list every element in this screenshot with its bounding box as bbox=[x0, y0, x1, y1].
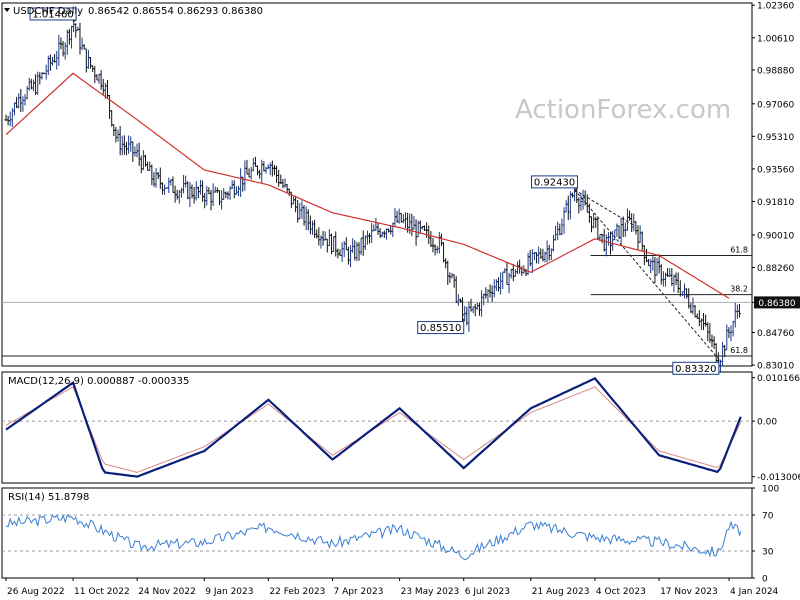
price-frame bbox=[1, 2, 753, 367]
x-tick-label: 24 Nov 2022 bbox=[138, 587, 196, 597]
x-tick-label: 17 Nov 2023 bbox=[660, 587, 718, 597]
price-y-tick-label: 0.98880 bbox=[757, 66, 794, 76]
x-tick-label: 9 Jan 2023 bbox=[205, 587, 253, 597]
header-labels: USDCHF,Daily 0.86542 0.86554 0.86293 0.8… bbox=[4, 6, 263, 17]
rsi-line bbox=[5, 513, 742, 561]
x-tick-label: 22 Feb 2023 bbox=[269, 587, 325, 597]
price-y-tick-label: 0.95310 bbox=[757, 133, 794, 143]
watermark: ActionForex.com bbox=[515, 95, 731, 125]
price-bar bbox=[737, 304, 741, 318]
x-tick-label: 23 May 2023 bbox=[401, 587, 460, 597]
ohlc-label: 0.86542 0.86554 0.86293 0.86380 bbox=[88, 6, 263, 17]
annotation-label: 0.83320 bbox=[675, 364, 716, 375]
pane-frames bbox=[1, 2, 753, 579]
price-y-tick-label: 0.83010 bbox=[757, 362, 794, 372]
fib-level-label: 61.8 bbox=[730, 246, 748, 255]
annotation-box bbox=[417, 321, 465, 335]
rsi-frame bbox=[1, 487, 753, 579]
rsi-y-tick-label: 0 bbox=[762, 575, 768, 585]
annotation-label: 0.92430 bbox=[534, 177, 575, 188]
macd-line bbox=[5, 377, 742, 478]
macd-pane: MACD(12,26,9) 0.000887 -0.000335 bbox=[2, 376, 752, 478]
rsi-pane: RSI(14) 51.8798 bbox=[2, 492, 752, 561]
rsi-y-tick-label: 100 bbox=[762, 485, 779, 495]
axis-layer: 1.02360 1.00610 0.98880 0.97060 0.95310 0.935… bbox=[5, 2, 800, 597]
x-tick-label: 26 Aug 2022 bbox=[7, 587, 65, 597]
macd-y-tick-label: 0.010166 bbox=[757, 374, 800, 384]
symbol-label: USDCHF,Daily bbox=[13, 6, 83, 17]
moving-average-line bbox=[5, 72, 730, 299]
rsi-y-tick-label: 30 bbox=[762, 548, 774, 558]
current-price-label: 0.86380 bbox=[758, 299, 795, 309]
price-y-tick-label: 0.97060 bbox=[757, 100, 794, 110]
rsi-title: RSI(14) 51.8798 bbox=[8, 492, 89, 503]
price-y-tick-label: 0.90010 bbox=[757, 231, 794, 241]
price-y-tick-label: 1.00610 bbox=[757, 34, 794, 44]
annotation-label: 1.01460 bbox=[32, 9, 73, 20]
x-tick-label: 11 Oct 2022 bbox=[74, 587, 130, 597]
fib-level-label: 61.8 bbox=[730, 346, 748, 355]
price-pane: 61.8 38.2 61.8 1.01460 0.85510 0.92430 0.83320 bbox=[2, 7, 752, 375]
annotation-box bbox=[531, 175, 579, 189]
fib-level-label: 38.2 bbox=[730, 285, 748, 294]
annotation-box bbox=[29, 7, 77, 21]
macd-y-tick-label: 0.00 bbox=[757, 418, 777, 428]
price-y-tick-label: 0.84760 bbox=[757, 329, 794, 339]
x-tick-label: 7 Apr 2023 bbox=[334, 587, 384, 597]
price-y-tick-label: 0.88260 bbox=[757, 264, 794, 274]
price-y-tick-label: 0.91810 bbox=[757, 198, 794, 208]
macd-frame bbox=[1, 371, 753, 484]
trend-line bbox=[574, 189, 635, 227]
current-price-badge bbox=[754, 296, 800, 309]
trend-line bbox=[574, 189, 720, 360]
x-tick-label: 4 Jan 2024 bbox=[730, 587, 778, 597]
x-tick-label: 21 Aug 2023 bbox=[532, 587, 590, 597]
rsi-y-tick-label: 70 bbox=[762, 512, 774, 522]
collapse-icon[interactable] bbox=[4, 8, 10, 12]
price-y-tick-label: 0.93560 bbox=[757, 165, 794, 175]
annotation-box bbox=[672, 361, 720, 375]
price-y-tick-label: 1.02360 bbox=[757, 2, 794, 12]
x-tick-label: 6 Jul 2023 bbox=[465, 587, 510, 597]
x-tick-label: 4 Oct 2023 bbox=[596, 587, 646, 597]
macd-y-tick-label: -0.013006 bbox=[757, 473, 800, 483]
annotation-label: 0.85510 bbox=[420, 323, 461, 334]
macd-title: MACD(12,26,9) 0.000887 -0.000335 bbox=[8, 376, 189, 387]
